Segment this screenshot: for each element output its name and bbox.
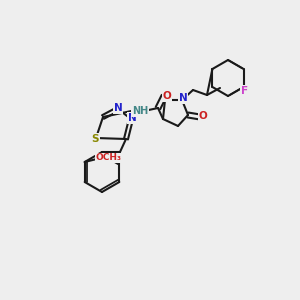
Text: O: O xyxy=(199,111,207,121)
Text: O: O xyxy=(163,91,171,101)
Text: S: S xyxy=(91,134,99,144)
Text: N: N xyxy=(178,93,188,103)
Text: NH: NH xyxy=(132,106,148,116)
Text: N: N xyxy=(114,103,122,113)
Text: N: N xyxy=(128,113,136,123)
Text: F: F xyxy=(241,86,248,96)
Text: OCH₃: OCH₃ xyxy=(96,154,122,163)
